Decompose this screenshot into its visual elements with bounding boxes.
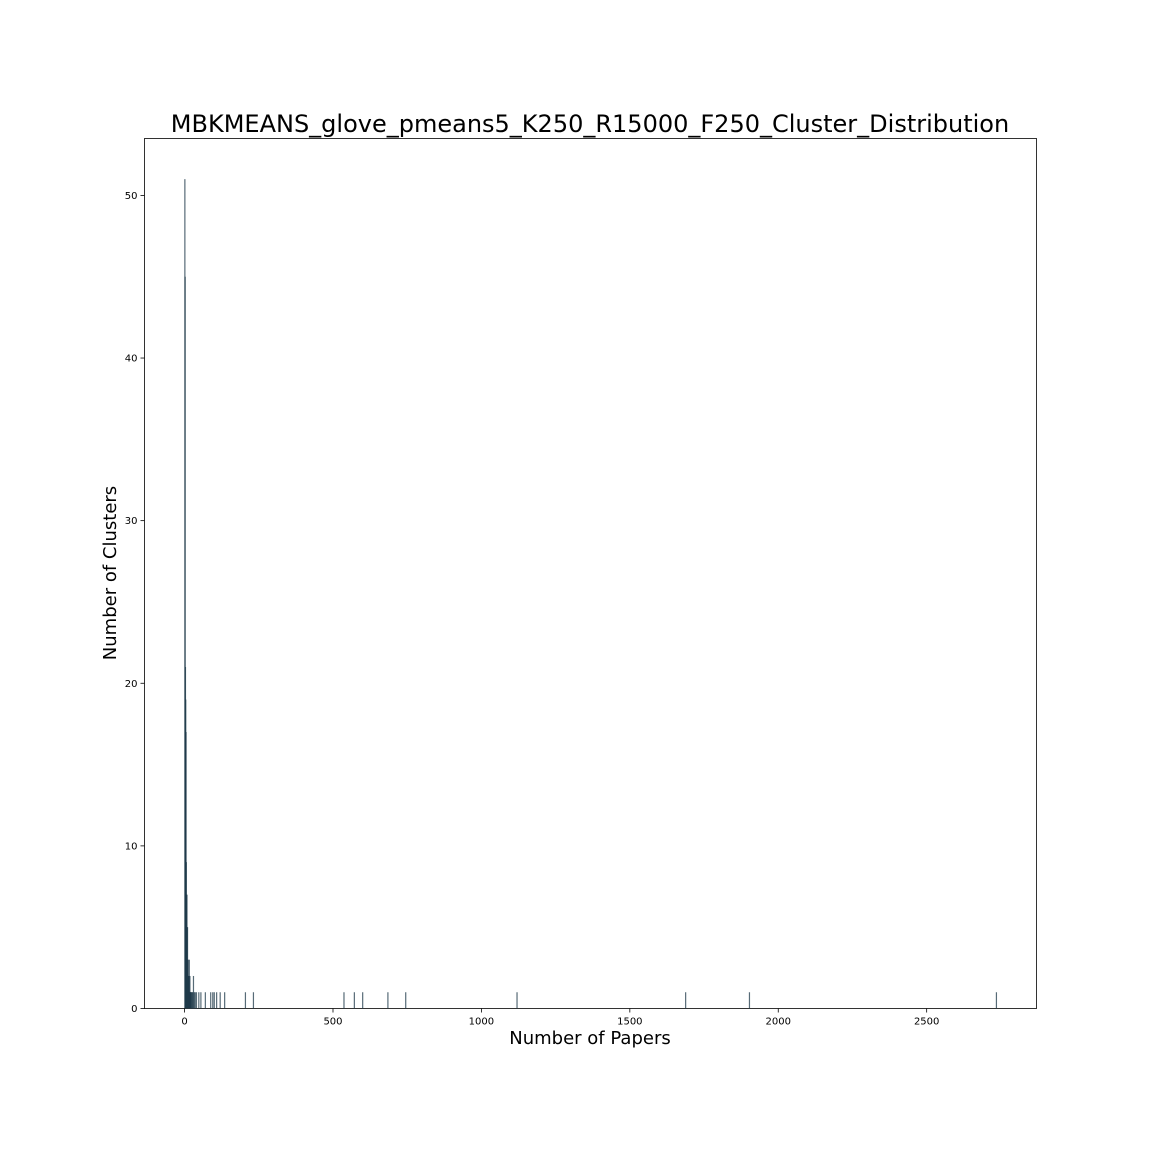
- x-tick-label: 0: [181, 1017, 187, 1028]
- y-axis-ticks: 0 10 20 30 40 50: [125, 191, 145, 1015]
- bar: [193, 992, 195, 1009]
- bar: [516, 992, 518, 1009]
- bar: [362, 992, 364, 1009]
- plot-area-frame: [144, 138, 1037, 1009]
- bar: [387, 992, 389, 1009]
- x-axis-label: Number of Papers: [509, 1028, 670, 1049]
- bar: [198, 992, 200, 1009]
- bar: [213, 992, 215, 1009]
- x-tick-label: 2000: [766, 1017, 791, 1028]
- bar: [224, 992, 226, 1009]
- y-tick-label: 30: [125, 516, 138, 527]
- bar: [212, 992, 214, 1009]
- bar: [210, 992, 212, 1009]
- bar: [195, 992, 198, 1009]
- chart-title: MBKMEANS_glove_pmeans5_K250_R15000_F250_…: [171, 110, 1009, 138]
- bar: [405, 992, 407, 1009]
- bar: [252, 992, 255, 1009]
- bar: [204, 992, 206, 1009]
- bar: [184, 276, 186, 1009]
- bar: [995, 992, 998, 1009]
- y-tick-label: 50: [125, 191, 138, 202]
- bar: [219, 992, 221, 1009]
- bar: [343, 992, 345, 1009]
- x-axis-ticks: 0 500 1000 1500 2000 2500: [181, 1008, 939, 1028]
- bar: [748, 992, 751, 1009]
- y-tick-label: 10: [125, 841, 138, 852]
- bar: [200, 992, 202, 1009]
- x-tick-label: 2500: [914, 1017, 939, 1028]
- bars-group: [184, 179, 998, 1009]
- y-tick-label: 20: [125, 679, 138, 690]
- y-tick-label: 0: [131, 1004, 137, 1015]
- bar: [192, 975, 195, 1009]
- bar: [216, 992, 218, 1009]
- y-tick-label: 40: [125, 354, 138, 365]
- x-tick-label: 500: [323, 1017, 342, 1028]
- x-tick-label: 1000: [469, 1017, 494, 1028]
- bar: [685, 992, 687, 1009]
- y-axis-label: Number of Clusters: [100, 486, 121, 660]
- x-tick-label: 1500: [617, 1017, 642, 1028]
- bar: [244, 992, 247, 1009]
- bar: [353, 992, 355, 1009]
- bar: [194, 992, 196, 1009]
